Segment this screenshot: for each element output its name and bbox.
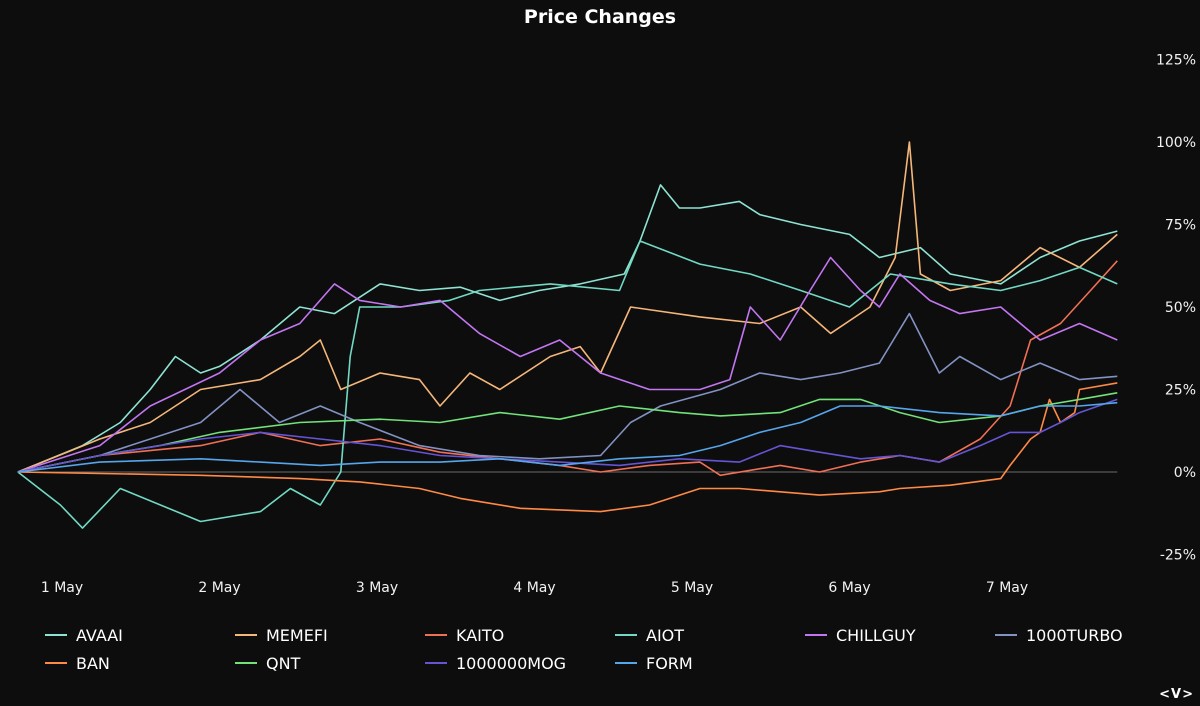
legend-item-aiot[interactable]: AIOT (615, 625, 805, 645)
legend-label: MEMEFI (266, 625, 328, 645)
legend-item-ban[interactable]: BAN (45, 653, 235, 673)
series-line-1000turbo (17, 312, 1118, 473)
x-tick-label: 1 May (41, 580, 83, 596)
x-tick-label: 4 May (513, 580, 555, 596)
x-tick-label: 3 May (356, 580, 398, 596)
series-line-chillguy (17, 256, 1118, 473)
legend: AVAAI MEMEFI KAITO AIOT CHILLGUY 1000TURBO BAN… (45, 625, 1175, 673)
series-line-avaai (17, 184, 1118, 473)
x-tick-label: 2 May (198, 580, 240, 596)
series-line-qnt (17, 392, 1118, 473)
legend-label: KAITO (456, 625, 505, 645)
legend-swatch (45, 634, 67, 636)
y-tick-label: 75% (1165, 218, 1196, 234)
legend-label: 1000000MOG (456, 653, 567, 673)
legend-label: AIOT (646, 625, 685, 645)
y-tick-label: 100% (1156, 135, 1196, 151)
legend-item-qnt[interactable]: QNT (235, 653, 425, 673)
legend-swatch (45, 662, 67, 664)
y-tick-label: 50% (1165, 300, 1196, 316)
x-tick-label: 5 May (671, 580, 713, 596)
legend-swatch (235, 662, 257, 664)
legend-item-chillguy[interactable]: CHILLGUY (805, 625, 995, 645)
legend-label: AVAAI (76, 625, 123, 645)
legend-item-1000000mog[interactable]: 1000000MOG (425, 653, 615, 673)
legend-swatch (235, 634, 257, 636)
series-line-kaito (17, 260, 1118, 477)
series-line-form (17, 401, 1118, 473)
legend-swatch (425, 662, 447, 664)
y-tick-label: -25% (1160, 548, 1196, 564)
legend-label: 1000TURBO (1026, 625, 1123, 645)
legend-swatch (615, 634, 637, 636)
legend-item-avaai[interactable]: AVAAI (45, 625, 235, 645)
legend-swatch (805, 634, 827, 636)
legend-item-form[interactable]: FORM (615, 653, 805, 673)
x-tick-label: 7 May (986, 580, 1028, 596)
legend-label: BAN (76, 653, 110, 673)
legend-label: FORM (646, 653, 693, 673)
y-tick-label: 125% (1156, 53, 1196, 69)
legend-label: CHILLGUY (836, 625, 916, 645)
legend-item-kaito[interactable]: KAITO (425, 625, 615, 645)
nav-arrows-logo[interactable]: <V> (1159, 687, 1194, 702)
series-line-1000000mog (17, 398, 1118, 473)
series-line-memefi (17, 141, 1118, 473)
series-line-ban (17, 382, 1118, 513)
y-tick-label: 0% (1174, 465, 1196, 481)
legend-label: QNT (266, 653, 301, 673)
series-line-aiot (17, 240, 1118, 529)
x-tick-label: 6 May (828, 580, 870, 596)
legend-swatch (995, 634, 1017, 636)
legend-item-1000turbo[interactable]: 1000TURBO (995, 625, 1185, 645)
y-tick-label: 25% (1165, 383, 1196, 399)
legend-item-memefi[interactable]: MEMEFI (235, 625, 425, 645)
legend-swatch (615, 662, 637, 664)
legend-swatch (425, 634, 447, 636)
chart-title: Price Changes (523, 6, 677, 28)
